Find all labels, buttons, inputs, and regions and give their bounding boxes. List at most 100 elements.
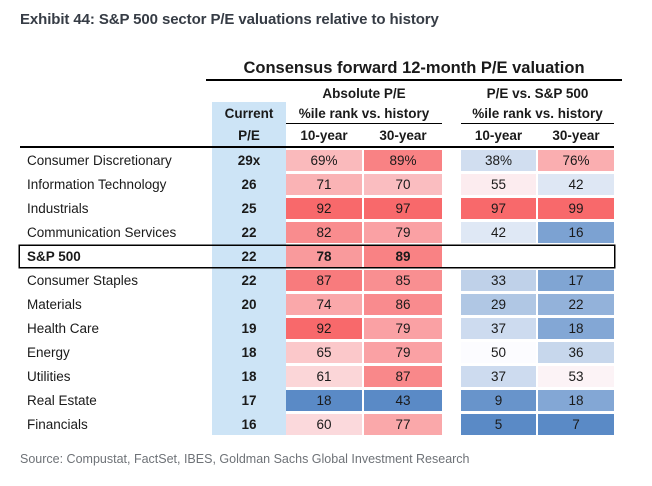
cell-abs-10yr: 78 [286, 246, 362, 267]
table-row: Materials 20 74 86 29 22 [20, 294, 614, 315]
table-row: Health Care 19 92 79 37 18 [20, 318, 614, 339]
cell-abs-10yr: 82 [286, 222, 362, 243]
cell-rel-30yr: 16 [538, 222, 614, 243]
subheader-relative-percentile: %ile rank vs. history [461, 104, 614, 124]
sector-label: S&P 500 [27, 249, 81, 264]
column-header-abs-30yr: 30-year [379, 128, 427, 143]
column-gap [442, 270, 461, 291]
cell-abs-30yr: 86 [364, 294, 442, 315]
cell-abs-30yr: 87 [364, 366, 442, 387]
cell-abs-30yr: 43 [364, 390, 442, 411]
cell-rel-10yr: 97 [461, 198, 536, 219]
cell-abs-10yr: 92 [286, 318, 362, 339]
table-title: Consensus forward 12-month P/E valuation [206, 58, 622, 81]
sector-label: Financials [27, 417, 88, 432]
column-gap [442, 150, 461, 171]
cell-abs-30yr: 85 [364, 270, 442, 291]
column-header-abs-10yr: 10-year [300, 128, 348, 143]
sector-label: Industrials [27, 201, 89, 216]
table-row: Information Technology 26 71 70 55 42 [20, 174, 614, 195]
sector-label: Energy [27, 345, 70, 360]
cell-rel-30yr: 42 [538, 174, 614, 195]
table-row: Consumer Discretionary 29x 69% 89% 38% 76% [20, 150, 614, 171]
column-gap [442, 198, 461, 219]
sector-label: Real Estate [27, 393, 97, 408]
cell-rel-10yr: 50 [461, 342, 536, 363]
current-pe-value: 26 [241, 177, 257, 192]
current-pe-value: 22 [241, 273, 257, 288]
cell-rel-30yr: 76% [538, 150, 614, 171]
cell-rel-30yr: 53 [538, 366, 614, 387]
cell-rel-30yr: 18 [538, 318, 614, 339]
column-header-rel-10yr: 10-year [474, 128, 523, 143]
table-row: Energy 18 65 79 50 36 [20, 342, 614, 363]
table-row: Utilities 18 61 87 37 53 [20, 366, 614, 387]
current-pe-value: 19 [241, 321, 257, 336]
column-gap [442, 318, 461, 339]
column-header-rel-30yr: 30-year [552, 128, 600, 143]
cell-rel-30yr: 36 [538, 342, 614, 363]
column-gap [442, 294, 461, 315]
cell-abs-10yr: 92 [286, 198, 362, 219]
sector-label: Consumer Discretionary [27, 153, 172, 168]
cell-abs-30yr: 79 [364, 342, 442, 363]
current-pe-value: 16 [241, 417, 257, 432]
sector-label: Health Care [27, 321, 100, 336]
current-pe-value: 22 [241, 249, 257, 264]
cell-abs-10yr: 60 [286, 414, 362, 435]
current-pe-column-highlight [212, 102, 286, 435]
table-row: Communication Services 22 82 79 42 16 [20, 222, 614, 243]
cell-abs-10yr: 74 [286, 294, 362, 315]
cell-rel-10yr: 55 [461, 174, 536, 195]
group-header-pe-vs-sp500: P/E vs. S&P 500 [486, 86, 589, 101]
column-gap [442, 174, 461, 195]
cell-abs-10yr: 71 [286, 174, 362, 195]
table-row: Consumer Staples 22 87 85 33 17 [20, 270, 614, 291]
table-row: Financials 16 60 77 5 7 [20, 414, 614, 435]
cell-abs-30yr: 89 [364, 246, 442, 267]
cell-rel-10yr: 29 [461, 294, 536, 315]
cell-abs-30yr: 89% [364, 150, 442, 171]
cell-rel-30yr: 7 [538, 414, 614, 435]
column-gap [442, 222, 461, 243]
current-pe-header-line2: P/E [238, 128, 260, 143]
cell-abs-10yr: 65 [286, 342, 362, 363]
cell-rel-10yr: 9 [461, 390, 536, 411]
cell-rel-30yr [538, 246, 614, 267]
table-row-sp500: S&P 500 22 78 89 [20, 246, 614, 267]
cell-abs-30yr: 97 [364, 198, 442, 219]
group-header-absolute-pe: Absolute P/E [322, 86, 406, 101]
current-pe-value: 18 [241, 345, 257, 360]
cell-abs-10yr: 87 [286, 270, 362, 291]
column-gap [442, 342, 461, 363]
sector-label: Materials [27, 297, 82, 312]
column-gap [442, 246, 461, 267]
sector-label: Consumer Staples [27, 273, 139, 288]
cell-rel-10yr: 37 [461, 318, 536, 339]
cell-rel-10yr: 42 [461, 222, 536, 243]
cell-rel-10yr: 5 [461, 414, 536, 435]
cell-rel-10yr [461, 246, 536, 267]
cell-rel-10yr: 37 [461, 366, 536, 387]
current-pe-value: 22 [241, 225, 257, 240]
exhibit-title: Exhibit 44: S&P 500 sector P/E valuation… [20, 11, 439, 28]
table-body: Consumer Discretionary 29x 69% 89% 38% 76% Inf… [20, 150, 614, 438]
current-pe-value: 18 [241, 369, 257, 384]
cell-abs-10yr: 61 [286, 366, 362, 387]
cell-rel-30yr: 99 [538, 198, 614, 219]
sector-label: Communication Services [27, 225, 177, 240]
sector-label: Information Technology [27, 177, 167, 192]
current-pe-header-line1: Current [224, 106, 274, 121]
column-gap [442, 414, 461, 435]
cell-abs-30yr: 77 [364, 414, 442, 435]
column-gap [442, 390, 461, 411]
column-gap [442, 366, 461, 387]
cell-rel-30yr: 22 [538, 294, 614, 315]
cell-rel-10yr: 33 [461, 270, 536, 291]
header-divider [20, 146, 614, 148]
subheader-absolute-percentile: %ile rank vs. history [286, 104, 442, 124]
cell-abs-30yr: 70 [364, 174, 442, 195]
table-row: Industrials 25 92 97 97 99 [20, 198, 614, 219]
current-pe-value: 20 [241, 297, 257, 312]
sector-label: Utilities [27, 369, 71, 384]
